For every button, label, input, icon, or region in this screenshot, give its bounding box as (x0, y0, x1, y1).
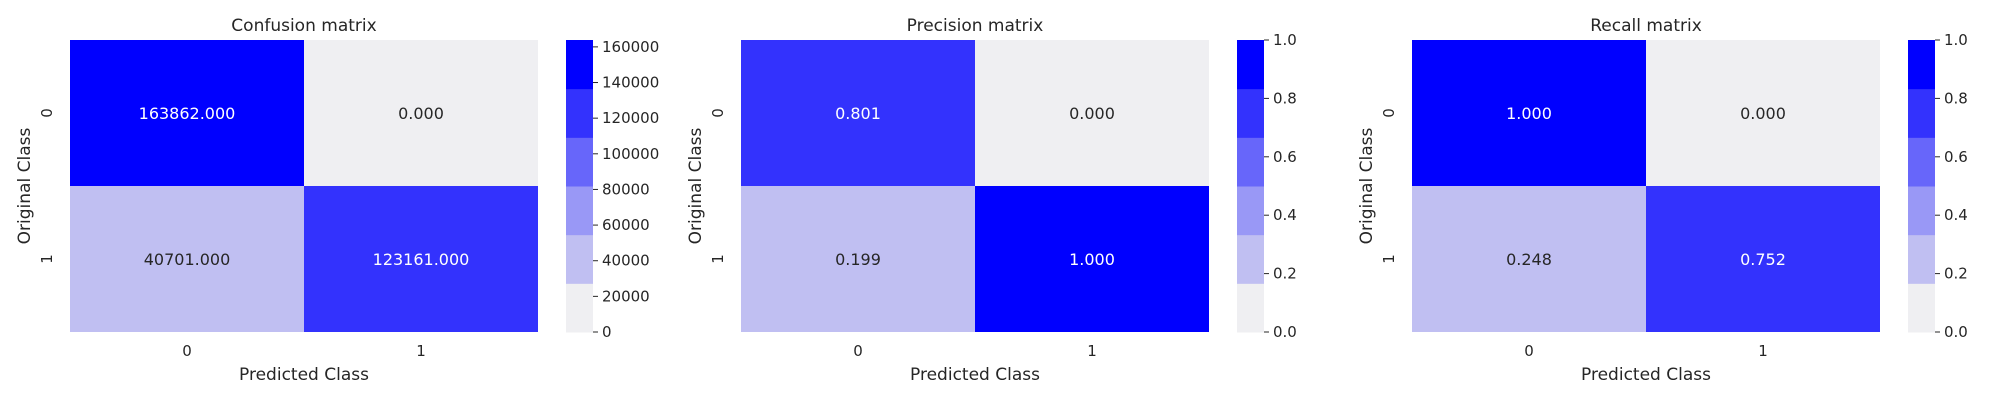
y-tick-label: 0 (1380, 108, 1398, 118)
chart-title: Confusion matrix (231, 16, 376, 36)
x-tick-label: 0 (182, 342, 192, 360)
colorbar-segment (1237, 40, 1264, 90)
cell-annotation: 123161.000 (373, 250, 470, 269)
colorbar-tick-label: 0.6 (1273, 148, 1297, 166)
heatmap-cell (741, 40, 975, 186)
heatmap-cell (975, 186, 1209, 332)
colorbar-segment (1908, 234, 1935, 284)
colorbar-segment (1908, 88, 1935, 138)
colorbar-tick-label: 120000 (602, 109, 659, 127)
heatmap-cell (1646, 186, 1880, 332)
y-tick-label: 0 (709, 108, 727, 118)
colorbar-tick-label: 0.2 (1944, 265, 1968, 283)
chart-title: Recall matrix (1590, 16, 1702, 36)
colorbar-tick-label: 0.0 (1944, 323, 1968, 341)
cell-annotation: 0.248 (1506, 250, 1552, 269)
colorbar-tick-label: 1.0 (1273, 31, 1297, 49)
colorbar-tick-label: 40000 (602, 252, 650, 270)
colorbar-segment (566, 88, 593, 138)
cell-annotation: 1.000 (1506, 104, 1552, 123)
colorbar-segment (566, 283, 593, 333)
x-axis-label: Predicted Class (1581, 365, 1711, 385)
colorbar-tick-label: 1.0 (1944, 31, 1968, 49)
cell-annotation: 0.000 (1069, 104, 1115, 123)
x-tick-label: 0 (1524, 342, 1534, 360)
heatmap-panel-2: Recall matrix 1.000 0.000 0.248 0.752 0 1 0 1 Pre… (1357, 16, 1968, 385)
colorbar-segment (1237, 137, 1264, 187)
cell-annotation: 1.000 (1069, 250, 1115, 269)
x-tick-label: 0 (853, 342, 863, 360)
colorbar-segment (566, 137, 593, 187)
colorbar-tick-label: 20000 (602, 287, 650, 305)
colorbar-tick-label: 0.2 (1273, 265, 1297, 283)
colorbar-segment (566, 234, 593, 284)
heatmap-cell (304, 186, 538, 332)
y-tick-label: 1 (1380, 254, 1398, 264)
cell-annotation: 0.000 (1740, 104, 1786, 123)
cell-annotation: 0.752 (1740, 250, 1786, 269)
x-axis-label: Predicted Class (239, 365, 369, 385)
colorbar-tick-label: 0.8 (1273, 89, 1297, 107)
y-tick-label: 1 (38, 254, 56, 264)
cell-annotation: 0.199 (835, 250, 881, 269)
colorbar-tick-label: 160000 (602, 38, 659, 56)
y-axis-label: Original Class (1357, 128, 1377, 245)
y-axis-label: Original Class (686, 128, 706, 245)
colorbar-segment (566, 186, 593, 236)
colorbar-segment (1237, 88, 1264, 138)
cell-annotation: 0.000 (398, 104, 444, 123)
cell-annotation: 0.801 (835, 104, 881, 123)
colorbar-tick-label: 0.4 (1273, 206, 1297, 224)
heatmap-cell (1412, 40, 1646, 186)
heatmap-cell (975, 40, 1209, 186)
y-tick-label: 0 (38, 108, 56, 118)
y-tick-label: 1 (709, 254, 727, 264)
colorbar-segment (1237, 234, 1264, 284)
colorbar-segment (1237, 283, 1264, 333)
heatmap-cell (741, 186, 975, 332)
colorbar-segment (1908, 40, 1935, 90)
colorbar-segment (1237, 186, 1264, 236)
colorbar-segment (1908, 137, 1935, 187)
x-axis-label: Predicted Class (910, 365, 1040, 385)
colorbar-tick-label: 0.4 (1944, 206, 1968, 224)
cell-annotation: 163862.000 (139, 104, 236, 123)
colorbar-segment (1908, 283, 1935, 333)
colorbar-tick-label: 0.0 (1273, 323, 1297, 341)
heatmap-cell (1412, 186, 1646, 332)
colorbar-segment (1908, 186, 1935, 236)
x-tick-label: 1 (1758, 342, 1768, 360)
heatmap-cell (1646, 40, 1880, 186)
colorbar-tick-label: 100000 (602, 145, 659, 163)
colorbar-tick-label: 60000 (602, 216, 650, 234)
heatmap-cell (70, 40, 304, 186)
colorbar-tick-label: 0 (602, 323, 612, 341)
colorbar-tick-label: 80000 (602, 180, 650, 198)
x-tick-label: 1 (1087, 342, 1097, 360)
colorbar-segment (566, 40, 593, 90)
colorbar-tick-label: 140000 (602, 74, 659, 92)
heatmap-panel-1: Precision matrix 0.801 0.000 0.199 1.000 0 1 0 1… (686, 16, 1297, 385)
y-axis-label: Original Class (15, 128, 35, 245)
heatmap-cell (304, 40, 538, 186)
colorbar-tick-label: 0.8 (1944, 89, 1968, 107)
chart-title: Precision matrix (907, 16, 1044, 36)
colorbar-tick-label: 0.6 (1944, 148, 1968, 166)
heatmap-cell (70, 186, 304, 332)
cell-annotation: 40701.000 (144, 250, 231, 269)
heatmap-panel-0: Confusion matrix 163862.000 0.000 40701.000… (15, 16, 659, 385)
x-tick-label: 1 (416, 342, 426, 360)
